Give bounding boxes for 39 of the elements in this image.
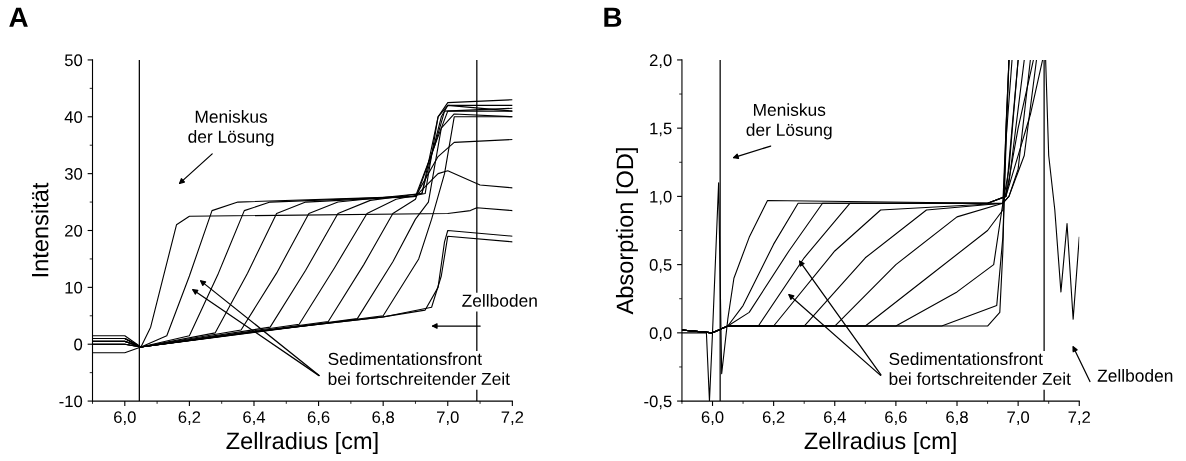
x-axis-title: Zellradius [cm] [804,431,956,454]
y-tick-label: 30 [64,168,83,180]
x-tick-label: 6,6 [885,411,907,425]
x-tick-label: 6,4 [243,411,266,425]
annotation: Sedimentationsfront bei fortschreitender Zeit [328,352,510,386]
x-tick-label: 6,2 [762,411,785,425]
x-tick-label: 6,0 [114,411,136,425]
y-axis-title: Intensität [31,182,49,277]
x-tick-label: 6,0 [701,411,724,425]
y-tick-label: 40 [64,111,83,123]
annotation: Meniskus der Lösung [746,103,832,140]
x-tick-label: 7,0 [1007,411,1030,425]
x-tick-label: 6,4 [824,411,846,425]
y-axis-title: Absorption [OD] [615,148,638,315]
x-tick-label: 6,6 [307,411,330,425]
y-tick-label: 1,5 [650,122,672,137]
text: Zellboden [1097,369,1173,382]
annotation: Meniskus der Lösung [188,110,274,147]
y-tick-label: 20 [65,224,83,237]
x-tick-label: 6,2 [178,411,201,425]
chart-title: A [9,7,28,27]
y-tick-label: 1,0 [650,190,672,205]
y-tick-label: 50 [64,54,83,67]
y-tick-label: 2,0 [649,54,672,69]
x-tick-label: 7,2 [1068,411,1091,425]
x-tick-label: 7,0 [437,411,459,425]
y-tick-label: 0 [74,338,83,351]
annotation: Sedimentationsfront bei fortschreitender Zeit [889,352,1071,386]
y-tick-label: 10 [65,281,83,294]
annotation: Zellboden [462,294,537,307]
y-tick-label: -0,5 [644,395,672,410]
y-tick-label: -10 [59,395,83,408]
x-tick-label: 6,8 [372,411,395,425]
y-tick-label: 0,0 [649,327,672,342]
x-axis-title: Zellradius [cm] [226,431,378,454]
chart-title: B [604,7,622,27]
y-tick-label: 0,5 [649,259,672,273]
x-tick-label: 6,8 [946,411,968,425]
x-tick-label: 7,2 [501,411,524,425]
